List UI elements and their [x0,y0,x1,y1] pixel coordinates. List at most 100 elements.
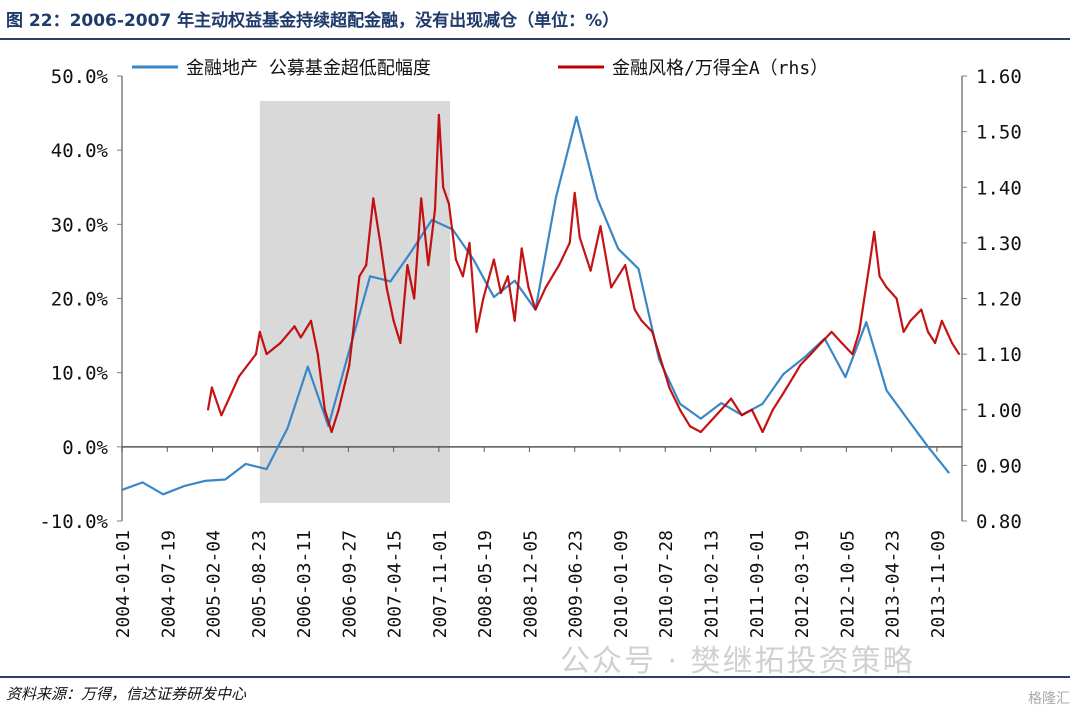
left-tick-label: 20.0% [51,289,109,311]
data-point-series2 [624,264,626,266]
x-tick-label: 2004-01-01 [113,530,134,638]
data-point-series2 [810,353,812,355]
data-point-series1 [307,365,309,368]
data-point-series2 [427,264,430,266]
title-rule [0,38,1070,40]
x-tick-label: 2008-12-05 [520,530,541,638]
x-tick-label: 2006-03-11 [294,530,315,638]
data-point-series2 [255,353,257,355]
data-point-series2 [493,258,495,261]
data-point-series2 [902,331,905,333]
right-tick-label: 1.50 [976,122,1022,144]
data-point-series1 [183,485,185,487]
data-point-series2 [482,297,485,300]
data-point-series2 [610,286,612,289]
data-point-series2 [348,364,351,367]
data-point-series1 [720,402,722,404]
data-point-series2 [941,320,943,322]
data-point-series1 [782,373,785,375]
data-point-series2 [406,264,409,266]
chart-canvas: -10.0% 0.0% 10.0% 20.0% 30.0% 40.0% 50.0% 0.80 0… [39,58,1022,638]
x-tick-label: 2005-08-23 [249,530,270,638]
footer-rule [0,676,1070,678]
legend-label-series1: 金融地产 公募基金超低配幅度 [186,58,431,79]
data-point-series2 [207,409,209,411]
data-point-series1 [493,296,495,298]
data-point-series2 [392,320,395,322]
data-point-series1 [761,403,764,405]
right-tick-label: 1.10 [976,344,1022,366]
data-point-series2 [858,331,860,333]
data-point-series2 [599,225,602,227]
x-tick-label: 2011-02-13 [702,530,723,638]
data-point-series2 [259,331,261,333]
data-point-series2 [761,431,764,433]
data-point-series1 [369,275,371,278]
x-tick-label: 2005-02-04 [204,530,225,638]
data-point-series1 [575,116,578,118]
right-tick-label: 1.00 [976,400,1022,422]
data-point-series1 [885,389,888,392]
data-point-series2 [448,203,450,205]
data-point-series2 [568,242,571,244]
data-point-series2 [689,425,691,428]
data-point-series1 [700,417,702,420]
data-point-series2 [558,264,560,266]
data-point-series2 [720,409,722,411]
data-point-series1 [865,321,868,324]
data-point-series1 [513,279,516,282]
data-point-series2 [324,409,326,411]
data-point-series2 [413,297,416,300]
x-tick-label: 2007-04-15 [385,530,406,638]
data-point-series2 [851,353,854,355]
data-point-series2 [909,320,912,322]
data-point-series2 [792,375,795,378]
data-point-series2 [710,420,712,422]
data-point-series2 [442,186,445,189]
data-point-series2 [211,386,213,389]
data-point-series1 [431,219,433,221]
data-point-series2 [337,409,340,411]
data-point-series2 [372,197,375,200]
data-point-series2 [658,353,660,355]
data-point-series1 [245,463,247,465]
data-point-series2 [265,353,268,355]
data-point-series2 [434,208,436,211]
data-point-series2 [500,292,502,294]
data-point-series1 [121,489,123,491]
data-point-series2 [534,308,537,311]
data-point-series2 [310,320,312,322]
data-point-series1 [948,472,950,474]
x-tick-label: 2013-11-09 [928,530,949,638]
watermark: 公众号 · 樊继拓投资策略 [560,644,915,679]
data-point-series2 [379,242,382,244]
data-point-series2 [300,336,302,339]
x-tick-label: 2012-10-05 [837,530,858,638]
data-point-series2 [317,353,319,355]
data-point-series2 [895,297,898,300]
data-point-series2 [468,242,471,244]
right-tick-label: 1.20 [976,289,1022,311]
data-point-series2 [544,286,547,289]
data-point-series2 [830,331,833,333]
data-point-series2 [640,320,643,322]
right-tick-label: 0.90 [976,455,1022,477]
data-point-series1 [141,481,144,484]
x-tick-label: 2004-07-19 [158,530,179,638]
right-tick-label: 0.80 [976,511,1022,533]
data-point-series1 [389,280,392,283]
data-point-series1 [927,446,929,448]
left-tick-label: 40.0% [51,140,109,162]
data-point-series2 [513,320,516,322]
x-tick-label: 2008-05-19 [475,530,496,638]
data-point-series2 [799,364,801,367]
x-tick-label: 2007-11-01 [430,530,451,638]
data-point-series2 [741,414,743,417]
x-tick-label: 2006-09-27 [339,530,360,638]
data-point-series1 [410,251,412,253]
data-point-series2 [220,414,223,417]
data-point-series2 [873,231,875,233]
right-tick-label: 1.30 [976,233,1022,255]
data-point-series2 [399,342,402,344]
data-point-series2 [820,342,822,344]
